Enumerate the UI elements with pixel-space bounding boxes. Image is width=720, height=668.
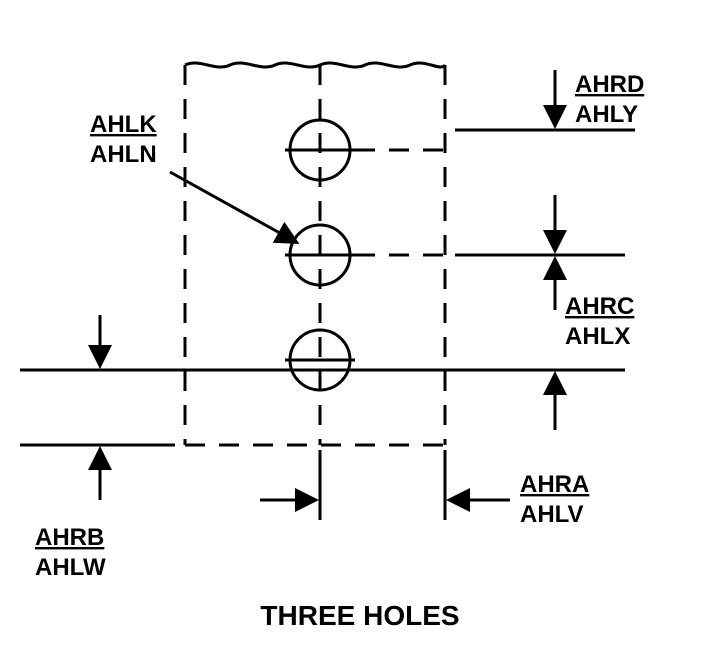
hole-extension-lines bbox=[355, 150, 450, 255]
label-ahrb: AHRB bbox=[35, 524, 104, 551]
label-ahly: AHLY bbox=[575, 101, 638, 128]
break-line bbox=[185, 63, 445, 67]
label-ahln: AHLN bbox=[90, 141, 157, 168]
label-ahra: AHRA bbox=[520, 471, 589, 498]
technical-drawing: AHLK AHLN AHRD AHLY AHRC AHLX AHRA AHLV … bbox=[0, 0, 720, 668]
label-ahrd: AHRD bbox=[575, 71, 644, 98]
label-ahlv: AHLV bbox=[520, 501, 584, 528]
diagram-title: THREE HOLES bbox=[260, 600, 459, 631]
label-ahlw: AHLW bbox=[35, 554, 106, 581]
label-ahlk: AHLK bbox=[90, 111, 157, 138]
dimension-lines bbox=[20, 130, 635, 445]
label-ahrc: AHRC bbox=[565, 293, 634, 320]
label-ahlx: AHLX bbox=[565, 323, 630, 350]
leader-line bbox=[170, 172, 296, 242]
